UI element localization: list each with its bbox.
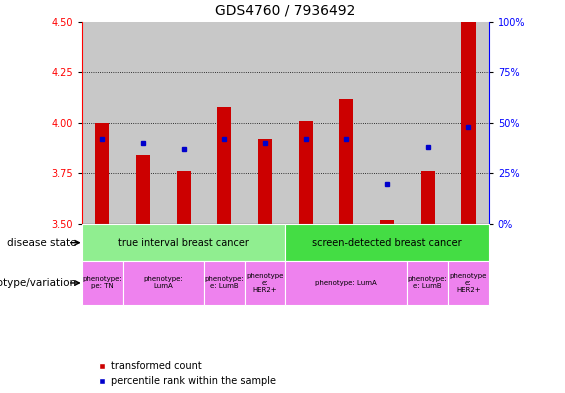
Bar <box>82 261 123 305</box>
Bar <box>448 22 489 224</box>
Bar <box>407 22 448 224</box>
Bar <box>461 22 476 224</box>
Bar <box>82 22 123 224</box>
Bar <box>123 22 163 224</box>
Text: screen-detected breast cancer: screen-detected breast cancer <box>312 238 462 248</box>
Text: phenotype:
pe: TN: phenotype: pe: TN <box>82 276 122 290</box>
Text: phenotype:
e: LumB: phenotype: e: LumB <box>205 276 244 290</box>
Bar <box>448 261 489 305</box>
Bar <box>298 121 313 224</box>
Bar <box>136 155 150 224</box>
Bar <box>123 261 204 305</box>
Text: phenotype:
LumA: phenotype: LumA <box>144 276 183 290</box>
Text: phenotype:
e: LumB: phenotype: e: LumB <box>408 276 447 290</box>
Bar <box>380 220 394 224</box>
Bar <box>420 171 435 224</box>
Text: phenotype
e:
HER2+: phenotype e: HER2+ <box>450 273 487 293</box>
Bar <box>407 261 448 305</box>
Bar <box>326 22 367 224</box>
Bar <box>245 261 285 305</box>
Bar <box>245 22 285 224</box>
Text: disease state: disease state <box>7 238 76 248</box>
Bar <box>258 139 272 224</box>
Legend: transformed count, percentile rank within the sample: transformed count, percentile rank withi… <box>98 361 276 386</box>
Bar <box>163 22 204 224</box>
Bar <box>285 224 489 261</box>
Text: genotype/variation: genotype/variation <box>0 278 76 288</box>
Bar <box>204 22 245 224</box>
Bar <box>204 261 245 305</box>
Bar <box>82 224 285 261</box>
Bar <box>176 171 191 224</box>
Text: phenotype: LumA: phenotype: LumA <box>315 280 377 286</box>
Bar <box>285 22 326 224</box>
Bar <box>95 123 110 224</box>
Text: true interval breast cancer: true interval breast cancer <box>118 238 249 248</box>
Bar <box>367 22 407 224</box>
Title: GDS4760 / 7936492: GDS4760 / 7936492 <box>215 4 355 18</box>
Bar <box>339 99 354 224</box>
Bar <box>217 107 232 224</box>
Text: phenotype
e:
HER2+: phenotype e: HER2+ <box>246 273 284 293</box>
Bar <box>285 261 407 305</box>
